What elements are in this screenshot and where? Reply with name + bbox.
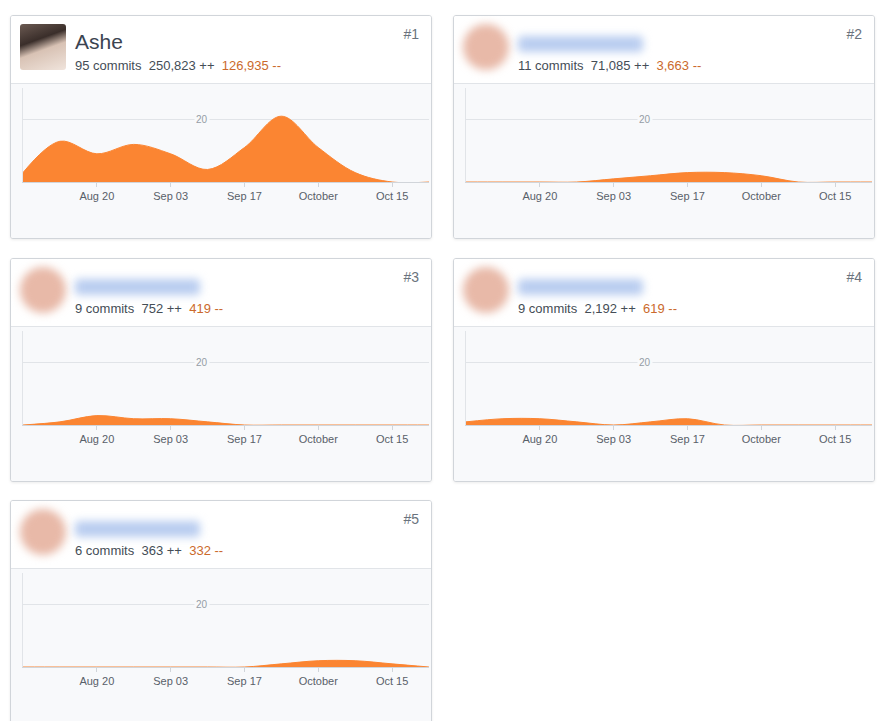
- svg-text:October: October: [299, 675, 338, 687]
- svg-text:Oct 15: Oct 15: [819, 190, 851, 202]
- svg-text:Oct 15: Oct 15: [376, 675, 408, 687]
- html-text:3,663 --: 3,663 --: [656, 58, 702, 73]
- svg-text:Aug 20: Aug 20: [522, 190, 557, 202]
- svg-text:Sep 17: Sep 17: [670, 433, 705, 445]
- svg-text:Sep 17: Sep 17: [670, 190, 705, 202]
- html-text:#5: #5: [403, 511, 419, 527]
- svg-text:Sep 03: Sep 03: [596, 433, 631, 445]
- html-text:9 commits: 9 commits: [518, 301, 578, 316]
- svg-text:20: 20: [639, 114, 651, 125]
- svg-text:Sep 03: Sep 03: [153, 190, 188, 202]
- svg-text:Aug 20: Aug 20: [79, 433, 114, 445]
- svg-text:October: October: [742, 190, 781, 202]
- svg-text:Aug 20: Aug 20: [522, 433, 557, 445]
- svg-text:Sep 03: Sep 03: [596, 190, 631, 202]
- svg-text:Sep 03: Sep 03: [153, 433, 188, 445]
- svg-text:October: October: [299, 433, 338, 445]
- svg-text:20: 20: [196, 599, 208, 610]
- html-text:752 ++: 752 ++: [141, 301, 182, 316]
- html-text:#3: #3: [403, 269, 419, 285]
- svg-text:20: 20: [639, 357, 651, 368]
- html-text:126,935 --: 126,935 --: [221, 58, 281, 73]
- svg-text:Aug 20: Aug 20: [79, 190, 114, 202]
- svg-text:20: 20: [196, 114, 208, 125]
- html-text:Ashe: Ashe: [75, 30, 123, 53]
- svg-text:Sep 17: Sep 17: [227, 675, 262, 687]
- svg-text:20: 20: [196, 357, 208, 368]
- html-text:95 commits: 95 commits: [75, 58, 142, 73]
- svg-text:Sep 17: Sep 17: [227, 433, 262, 445]
- html-text:71,085 ++: 71,085 ++: [590, 58, 650, 73]
- html-text:419 --: 419 --: [189, 301, 224, 316]
- html-text:619 --: 619 --: [643, 301, 677, 316]
- html-text:#2: #2: [846, 26, 862, 42]
- html-text:#4: #4: [846, 269, 862, 285]
- html-text:11 commits: 11 commits: [518, 58, 584, 73]
- svg-text:Sep 17: Sep 17: [227, 190, 262, 202]
- html-text:250,823 ++: 250,823 ++: [148, 58, 215, 73]
- svg-text:Sep 03: Sep 03: [153, 675, 188, 687]
- svg-text:October: October: [742, 433, 781, 445]
- html-text:2,192 ++: 2,192 ++: [584, 301, 636, 316]
- html-text:332 --: 332 --: [189, 543, 224, 558]
- html-text:6 commits: 6 commits: [75, 543, 135, 558]
- svg-text:Aug 20: Aug 20: [79, 675, 114, 687]
- html-text:#1: #1: [403, 26, 419, 42]
- svg-text:Oct 15: Oct 15: [376, 433, 408, 445]
- svg-text:October: October: [299, 190, 338, 202]
- html-text:363 ++: 363 ++: [141, 543, 182, 558]
- html-text:9 commits: 9 commits: [75, 301, 135, 316]
- svg-text:Oct 15: Oct 15: [376, 190, 408, 202]
- svg-text:Oct 15: Oct 15: [819, 433, 851, 445]
